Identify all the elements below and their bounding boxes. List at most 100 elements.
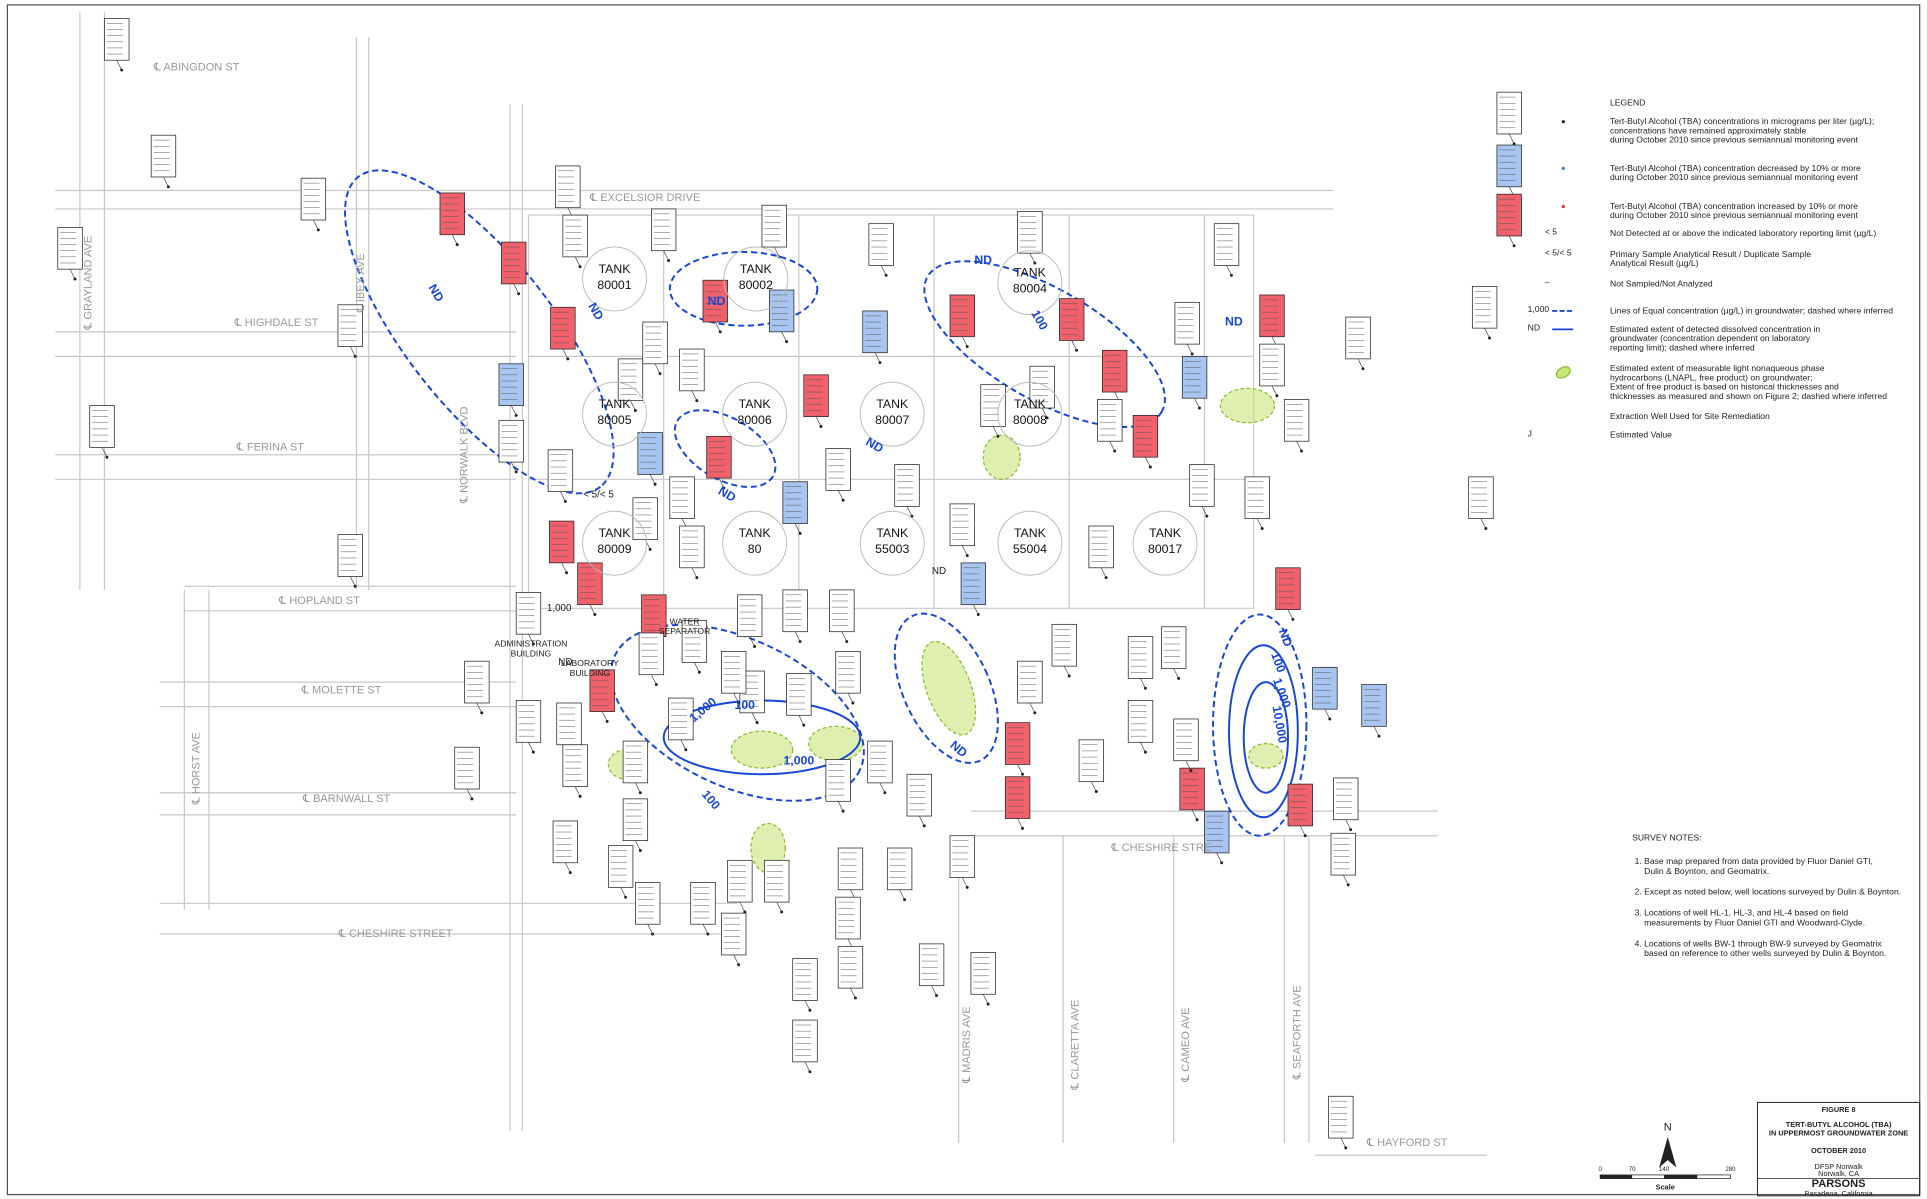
well [1177,676,1181,680]
well [568,871,572,875]
well-box [439,192,465,236]
well-box [1330,832,1356,876]
well-box [761,204,787,248]
well [1275,394,1279,398]
well-leader [749,636,755,647]
well-leader [101,447,108,458]
survey-note: 4. Locations of wells BW-1 through BW-9 … [1635,938,1883,948]
well-leader [1296,441,1302,452]
well [755,721,759,725]
well-leader [647,924,653,935]
well-box [706,435,732,479]
well-box [556,702,582,746]
tank-id: 80 [748,542,762,556]
legend-text: Estimated extent of detected dissolved c… [1610,324,1820,334]
well-leader [919,815,925,827]
well [1021,772,1025,776]
tank-label: TANK [1014,266,1047,280]
tank [723,246,789,312]
well [531,750,535,754]
well-leader [1508,133,1515,144]
well [1346,883,1350,887]
well-leader [733,954,739,965]
well [638,791,642,795]
well-leader [651,674,657,685]
well [697,670,701,674]
contour-label: 10,000 [1269,705,1289,745]
well-leader [476,702,483,713]
tank-label: TANK [599,397,632,411]
well-box [1017,660,1043,704]
well [1045,416,1049,420]
well-leader [1226,265,1232,276]
contour-label: ND [1225,315,1243,329]
well-leader [815,416,822,427]
well-leader [837,490,844,501]
well [605,719,609,723]
well-leader [1480,518,1487,529]
well-leader [561,562,567,573]
tank-id: 80005 [597,413,631,427]
well [808,1008,812,1012]
legend-text: Not Sampled/Not Analyzed [1610,278,1713,288]
well-leader [1271,385,1278,396]
tank [997,250,1063,316]
well-box [737,594,763,637]
tank-label: TANK [1014,526,1047,540]
tank-id: 80004 [1013,282,1047,296]
well [1021,826,1025,830]
tank-id: 80006 [738,413,772,427]
well [1067,674,1071,678]
well [658,372,662,376]
well-box [562,214,588,258]
well-leader [837,801,844,812]
tank-label: TANK [876,397,909,411]
survey-note: 3. Locations of well HL-1, HL-3, and HL-… [1635,908,1849,918]
well [648,547,652,551]
street-label: ℄ HIGHDALE ST [234,317,319,329]
legend-symbol-text: < 5 [1545,227,1557,237]
well-box [555,165,581,209]
tank-label: TANK [740,262,773,276]
well-leader [733,693,739,704]
well [922,824,926,828]
well [753,644,757,648]
well-box [1361,684,1387,727]
well [780,910,784,914]
well [514,470,518,474]
well-leader [691,390,698,401]
well-box [918,943,945,987]
well-box [949,503,975,547]
well-leader [1345,819,1351,830]
well-leader [702,924,709,935]
street-label: ℄ BARNWALL ST [302,793,391,805]
contour-label: ND [558,657,572,668]
well-box [548,520,575,564]
well-box [547,449,574,492]
well [531,642,535,646]
well [105,455,109,459]
legend-symbol [1561,120,1565,124]
well-leader [899,889,905,900]
well-leader [1091,781,1097,792]
well-box [498,419,524,463]
well-box [960,562,987,606]
well-leader [635,782,641,793]
well-box [1345,316,1371,360]
well-leader [635,840,641,851]
well-box [792,958,818,1001]
well-box [454,746,480,790]
well-box [702,279,728,323]
well-box [637,432,663,475]
well [593,613,597,616]
well [845,640,849,644]
well [120,68,124,72]
well-box [651,208,677,252]
well [565,571,569,575]
well [737,963,741,967]
tank [722,510,788,576]
well-leader [528,634,534,645]
well-box [89,405,115,448]
well [1488,336,1492,340]
